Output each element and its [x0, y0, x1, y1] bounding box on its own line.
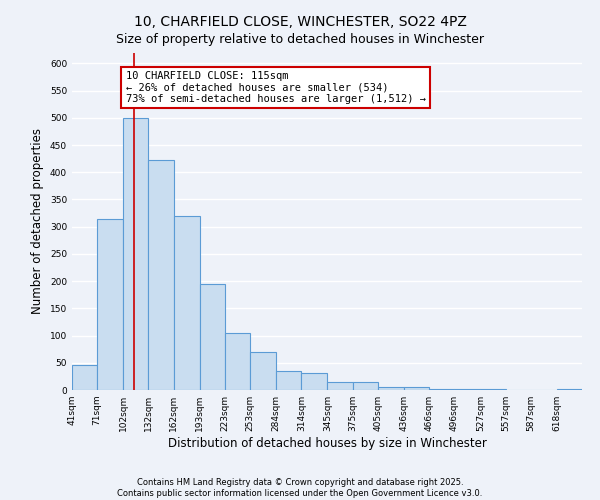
Bar	[404, 388, 429, 390]
Bar	[173, 216, 200, 390]
Y-axis label: Number of detached properties: Number of detached properties	[31, 128, 44, 314]
Bar	[225, 333, 250, 390]
Bar	[97, 219, 123, 390]
Bar	[378, 388, 404, 390]
Text: 10, CHARFIELD CLOSE, WINCHESTER, SO22 4PZ: 10, CHARFIELD CLOSE, WINCHESTER, SO22 4P…	[134, 15, 466, 29]
Bar	[123, 118, 148, 390]
Bar	[148, 160, 173, 390]
Bar	[301, 372, 328, 390]
Text: Size of property relative to detached houses in Winchester: Size of property relative to detached ho…	[116, 32, 484, 46]
Bar	[200, 284, 225, 390]
Bar	[429, 389, 454, 390]
Bar	[328, 382, 353, 390]
Bar	[250, 352, 276, 390]
Text: Contains HM Land Registry data © Crown copyright and database right 2025.
Contai: Contains HM Land Registry data © Crown c…	[118, 478, 482, 498]
Bar	[276, 371, 301, 390]
Text: 10 CHARFIELD CLOSE: 115sqm
← 26% of detached houses are smaller (534)
73% of sem: 10 CHARFIELD CLOSE: 115sqm ← 26% of deta…	[125, 71, 425, 104]
X-axis label: Distribution of detached houses by size in Winchester: Distribution of detached houses by size …	[167, 437, 487, 450]
Bar	[353, 382, 378, 390]
Bar	[454, 389, 481, 390]
Bar	[72, 365, 97, 390]
